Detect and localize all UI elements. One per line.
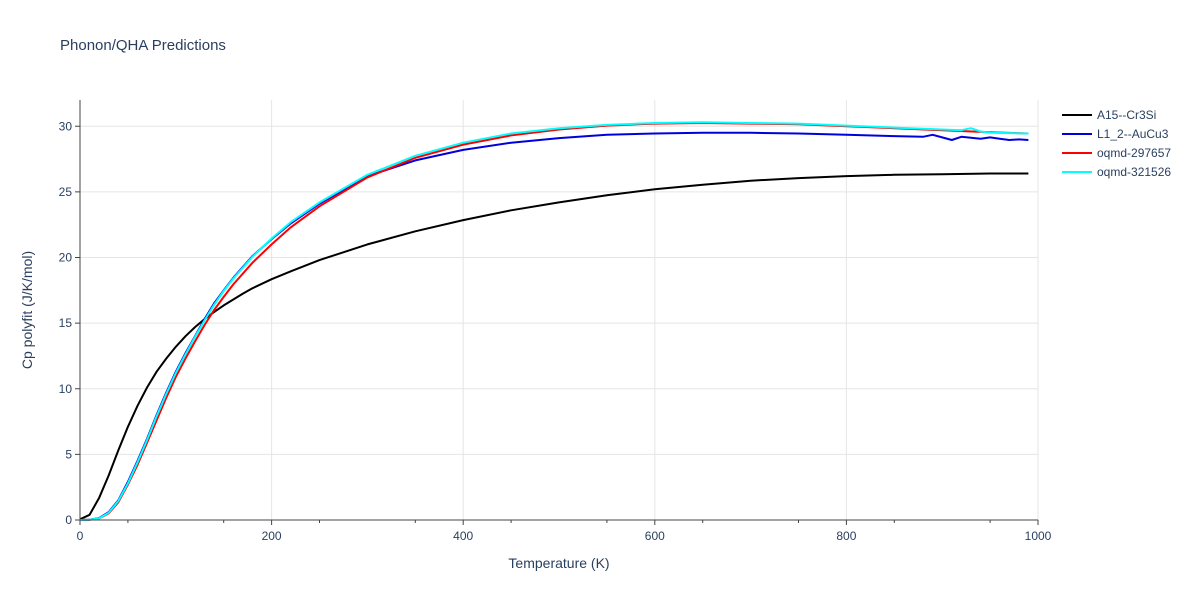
legend-item[interactable]: oqmd-297657: [1062, 146, 1171, 160]
grid-lines: [80, 100, 1039, 520]
series-line-1: [79, 131, 1029, 521]
x-axis-title: Temperature (K): [508, 555, 609, 571]
chart-title: Phonon/QHA Predictions: [60, 37, 226, 54]
x-tick-label: 800: [836, 529, 856, 543]
y-tick-label: 10: [59, 382, 73, 396]
y-tick-label: 15: [59, 316, 73, 330]
legend-label: oqmd-321526: [1097, 165, 1171, 179]
legend-label: A15--Cr3Si: [1097, 108, 1156, 122]
x-tick-label: 0: [77, 529, 84, 543]
x-tick-label: 200: [262, 529, 282, 543]
legend-item[interactable]: oqmd-321526: [1062, 165, 1171, 179]
series-line-0: [79, 172, 1029, 521]
y-tick-label: 5: [65, 447, 72, 461]
y-tick-label: 0: [65, 513, 72, 527]
y-axis-title: Cp polyfit (J/K/mol): [19, 251, 35, 369]
legend-label: L1_2--AuCu3: [1097, 127, 1169, 141]
legend[interactable]: A15--Cr3Si L1_2--AuCu3 oqmd-297657 oqmd-321…: [1062, 108, 1171, 179]
axes: 0 200 400 600 800 1000 0 5 10 15 20 25 30: [59, 100, 1052, 543]
legend-item[interactable]: A15--Cr3Si: [1062, 108, 1156, 122]
x-tick-label: 1000: [1025, 529, 1052, 543]
x-tick-label: 400: [453, 529, 473, 543]
y-tick-label: 30: [59, 119, 73, 133]
legend-item[interactable]: L1_2--AuCu3: [1062, 127, 1169, 141]
x-tick-label: 600: [645, 529, 665, 543]
series-lines: [79, 121, 1029, 521]
legend-label: oqmd-297657: [1097, 146, 1171, 160]
series-line-3: [79, 121, 1029, 521]
y-tick-label: 20: [59, 251, 73, 265]
y-tick-label: 25: [59, 185, 73, 199]
series-line-2: [79, 122, 1029, 521]
